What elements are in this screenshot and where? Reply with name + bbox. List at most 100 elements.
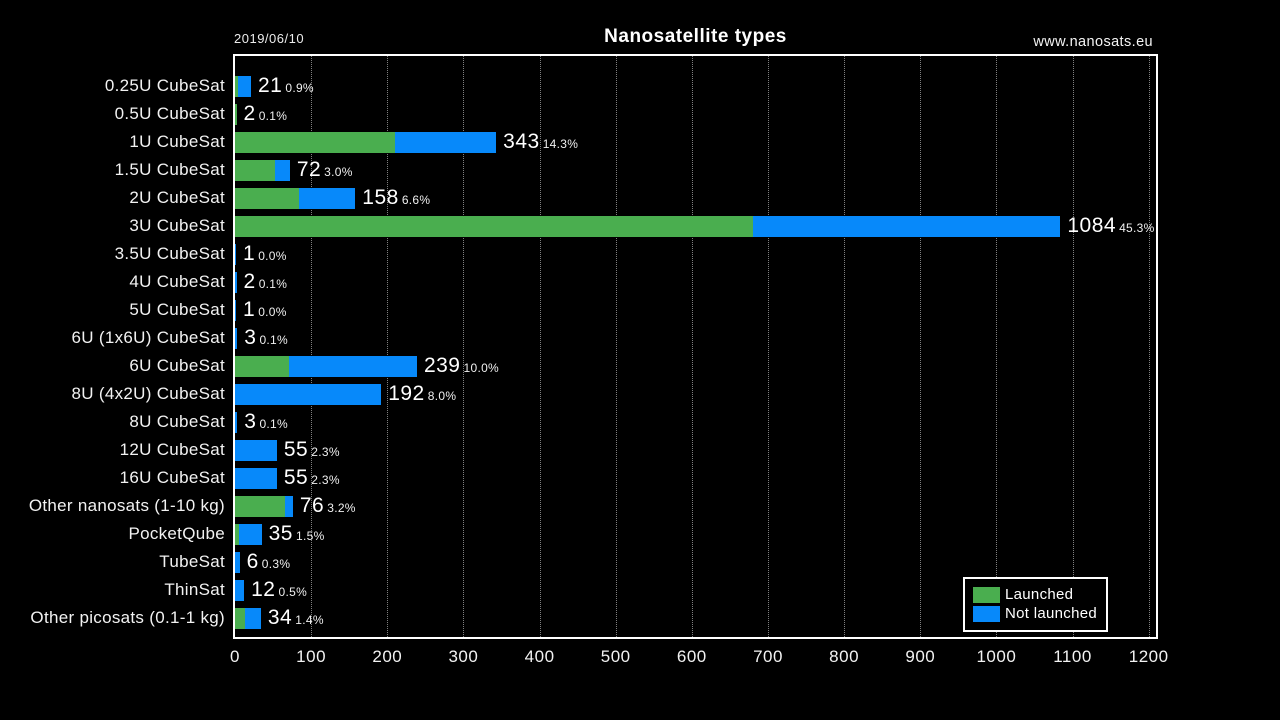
total-value: 55 — [283, 438, 309, 461]
y-axis-label: Other nanosats (1-10 kg) — [28, 496, 225, 515]
x-axis-tick-label: 700 — [753, 647, 783, 666]
percent-value: 0.1% — [258, 277, 288, 291]
bar-segment-launched — [235, 159, 276, 181]
percent-value: 0.1% — [259, 333, 289, 347]
bar-segment-not-launched — [238, 523, 262, 545]
gridline-300 — [463, 56, 465, 637]
bar-row: 3 0.1% — [235, 324, 1156, 352]
bar-row: 239 10.0% — [235, 352, 1156, 380]
y-axis-label: Other picosats (0.1-1 kg) — [30, 608, 225, 627]
percent-value: 10.0% — [463, 361, 500, 375]
total-value: 6 — [246, 550, 259, 573]
bar-segment-not-launched — [235, 327, 238, 349]
value-label: 3 0.1% — [244, 326, 288, 350]
value-label: 21 0.9% — [258, 74, 314, 98]
percent-value: 45.3% — [1119, 221, 1155, 235]
chart-title: Nanosatellite types — [604, 26, 787, 47]
x-axis-tick-label: 1100 — [1053, 647, 1092, 666]
y-axis-label: PocketQube — [128, 524, 225, 543]
bar-row: 55 2.3% — [235, 464, 1156, 492]
legend: Launched Not launched — [963, 577, 1108, 632]
gridline-900 — [920, 56, 922, 637]
gridline-600 — [691, 56, 693, 637]
x-axis-tick-label: 400 — [524, 647, 555, 666]
bar-segment-not-launched — [235, 243, 236, 265]
value-label: 72 3.0% — [297, 158, 353, 182]
website-label: www.nanosats.eu — [1033, 34, 1153, 50]
total-value: 12 — [251, 578, 276, 601]
bar-segment-not-launched — [752, 215, 1061, 237]
bar-row: 1084 45.3% — [235, 212, 1156, 240]
value-label: 6 0.3% — [247, 550, 291, 574]
y-axis-label: 5U CubeSat — [129, 300, 225, 319]
gridline-800 — [844, 56, 846, 637]
gridline-200 — [387, 56, 389, 637]
bar-row: 3 0.1% — [235, 408, 1156, 436]
bar-segment-launched — [235, 187, 299, 209]
value-label: 55 2.3% — [284, 466, 340, 490]
bar-segment-launched — [235, 75, 239, 97]
value-label: 55 2.3% — [284, 438, 340, 462]
gridline-400 — [539, 56, 541, 637]
x-axis-tick-label: 1200 — [1128, 647, 1169, 666]
total-value: 343 — [503, 130, 540, 153]
bar-segment-launched — [235, 523, 239, 545]
x-axis-tick-label: 1000 — [976, 647, 1017, 666]
y-axis-label: 16U CubeSat — [119, 468, 225, 487]
bar-segment-not-launched — [394, 131, 497, 153]
gridline-500 — [615, 56, 617, 637]
y-axis-label: 6U CubeSat — [129, 356, 225, 375]
bar-row: 76 3.2% — [235, 492, 1156, 520]
bar-segment-not-launched — [235, 579, 245, 601]
bar-segment-launched — [235, 215, 753, 237]
bar-segment-not-launched — [275, 159, 290, 181]
bar-row: 2 0.1% — [235, 100, 1156, 128]
y-axis-label: 12U CubeSat — [119, 440, 225, 459]
value-label: 3 0.1% — [244, 410, 288, 434]
bar-segment-launched — [235, 103, 237, 125]
bar-rows: 21 0.9% 2 0.1% 343 14.3% 72 3.0% 158 6.6% 1084 45.3… — [235, 56, 1156, 637]
x-axis-tick-label: 500 — [600, 647, 631, 666]
total-value: 21 — [257, 74, 283, 97]
legend-label-launched: Launched — [1005, 586, 1074, 603]
y-axis-label: 1.5U CubeSat — [114, 160, 225, 179]
bar-segment-not-launched — [235, 383, 382, 405]
y-axis-label: 2U CubeSat — [129, 188, 225, 207]
y-axis-label: 0.25U CubeSat — [104, 76, 225, 95]
x-axis-tick-label: 0 — [230, 647, 240, 666]
total-value: 76 — [299, 494, 325, 517]
value-label: 192 8.0% — [388, 382, 456, 406]
total-value: 1 — [243, 242, 256, 265]
value-label: 343 14.3% — [503, 130, 578, 154]
date-label: 2019/06/10 — [234, 31, 305, 46]
total-value: 192 — [388, 382, 425, 405]
value-label: 35 1.5% — [269, 522, 325, 546]
percent-value: 1.5% — [295, 529, 325, 543]
y-axis-label: 0.5U CubeSat — [114, 104, 225, 123]
total-value: 2 — [243, 270, 256, 293]
legend-item-not-launched: Not launched — [973, 605, 1097, 622]
x-axis-tick-label: 200 — [372, 647, 403, 666]
bar-segment-not-launched — [235, 551, 240, 573]
percent-value: 0.1% — [259, 417, 289, 431]
bar-row: 343 14.3% — [235, 128, 1156, 156]
bar-row: 21 0.9% — [235, 72, 1156, 100]
bar-segment-not-launched — [235, 271, 237, 293]
bar-row: 1 0.0% — [235, 240, 1156, 268]
total-value: 158 — [362, 186, 399, 209]
bar-row: 55 2.3% — [235, 436, 1156, 464]
gridline-1200 — [1148, 56, 1150, 637]
total-value: 72 — [296, 158, 322, 181]
bar-segment-not-launched — [238, 75, 251, 97]
y-axis-label: 6U (1x6U) CubeSat — [71, 328, 225, 347]
percent-value: 0.3% — [261, 557, 291, 571]
total-value: 55 — [283, 466, 309, 489]
y-axis-label: 3U CubeSat — [129, 216, 225, 235]
y-axis-label: 8U (4x2U) CubeSat — [71, 384, 225, 403]
value-label: 158 6.6% — [362, 186, 430, 210]
bar-segment-not-launched — [235, 467, 277, 489]
percent-value: 0.0% — [258, 305, 287, 319]
percent-value: 1.4% — [295, 613, 324, 627]
bar-segment-launched — [235, 131, 395, 153]
x-axis-tick-label: 100 — [296, 647, 327, 666]
